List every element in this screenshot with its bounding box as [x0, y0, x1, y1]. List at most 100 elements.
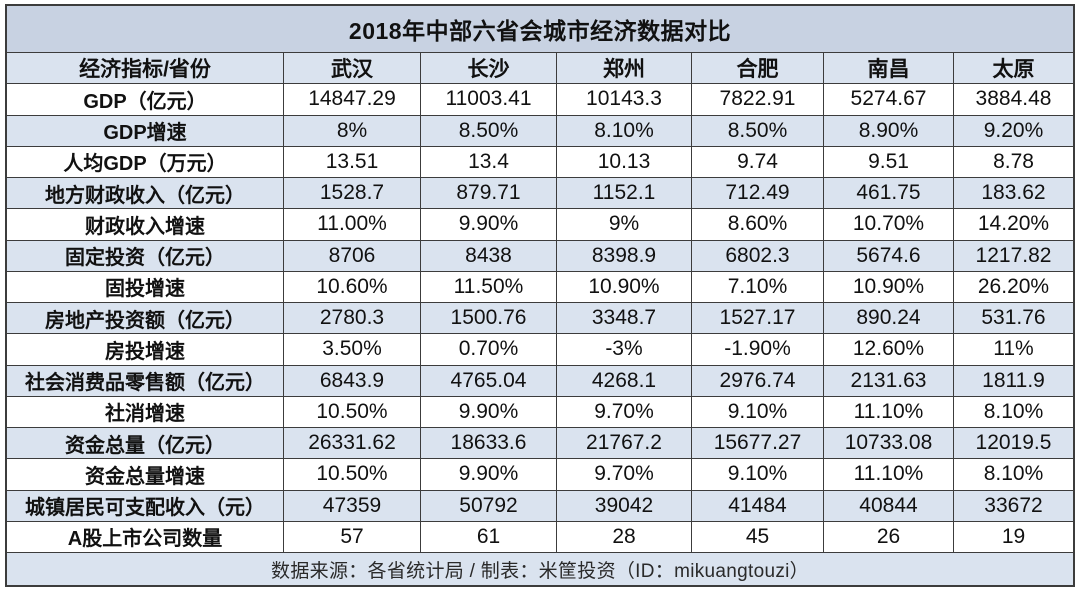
value-cell: 45 [691, 521, 823, 552]
value-cell: 9.70% [556, 396, 691, 427]
value-cell: 8.78 [953, 146, 1073, 177]
value-cell: 9.90% [420, 396, 556, 427]
table-row: 地方财政收入（亿元） 1528.7 879.71 1152.1 712.49 461.75… [7, 177, 1073, 209]
value-cell: 8.50% [691, 115, 823, 146]
value-cell: 26331.62 [283, 428, 420, 459]
value-cell: 13.51 [283, 146, 420, 177]
value-cell: 14.20% [953, 209, 1073, 240]
column-header: 合肥 [691, 53, 823, 84]
value-cell: 879.71 [420, 178, 556, 209]
row-label: GDP（亿元） [83, 90, 207, 113]
value-cell: 8.10% [953, 459, 1073, 490]
value-cell: 3348.7 [556, 303, 691, 334]
value-cell: 10.90% [823, 271, 953, 302]
row-label: 房地产投资额（亿元） [45, 309, 245, 332]
row-label: 社消增速 [105, 403, 185, 426]
value-cell: 9.70% [556, 459, 691, 490]
value-cell: 461.75 [823, 178, 953, 209]
value-cell: 26 [823, 521, 953, 552]
table-row: 固投增速 10.60% 11.50% 10.90% 7.10% 10.90% 26.20% [7, 270, 1073, 302]
value-cell: 8% [283, 115, 420, 146]
value-cell: 183.62 [953, 178, 1073, 209]
header-corner-label: 经济指标/省份 [79, 58, 211, 82]
table-row: 房地产投资额（亿元） 2780.3 1500.76 3348.7 1527.17 890.… [7, 302, 1073, 334]
value-cell: 12.60% [823, 334, 953, 365]
value-cell: 57 [283, 521, 420, 552]
value-cell: 26.20% [953, 271, 1073, 302]
value-cell: 1527.17 [691, 303, 823, 334]
value-cell: 9% [556, 209, 691, 240]
value-cell: 4765.04 [420, 365, 556, 396]
row-label: A股上市公司数量 [67, 528, 223, 551]
column-header: 郑州 [556, 53, 691, 84]
table-row: 房投增速 3.50% 0.70% -3% -1.90% 12.60% 11% [7, 333, 1073, 365]
value-cell: 10.70% [823, 209, 953, 240]
row-label: 社会消费品零售额（亿元） [25, 372, 265, 395]
table-row: 资金总量增速 10.50% 9.90% 9.70% 9.10% 11.10% 8.10% [7, 458, 1073, 490]
value-cell: 8398.9 [556, 240, 691, 271]
value-cell: 11003.41 [420, 84, 556, 115]
value-cell: -1.90% [691, 334, 823, 365]
column-header: 长沙 [420, 53, 556, 84]
value-cell: 40844 [823, 490, 953, 521]
table-row: 城镇居民可支配收入（元） 47359 50792 39042 41484 40844 336… [7, 489, 1073, 521]
row-label: 人均GDP（万元） [63, 153, 227, 176]
value-cell: 9.74 [691, 146, 823, 177]
row-label: 固定投资（亿元） [65, 247, 225, 270]
table-source-note: 数据来源：各省统计局 / 制表：米筐投资（ID：mikuangtouzi） [7, 552, 1073, 585]
value-cell: 61 [420, 521, 556, 552]
table-row: 财政收入增速 11.00% 9.90% 9% 8.60% 10.70% 14.20% [7, 208, 1073, 240]
value-cell: 19 [953, 521, 1073, 552]
value-cell: 10.60% [283, 271, 420, 302]
value-cell: 9.90% [420, 209, 556, 240]
row-label: 财政收入增速 [85, 215, 205, 238]
value-cell: 712.49 [691, 178, 823, 209]
value-cell: 7.10% [691, 271, 823, 302]
table-title: 2018年中部六省会城市经济数据对比 [7, 6, 1073, 52]
row-label: 资金总量增速 [85, 465, 205, 488]
value-cell: 1811.9 [953, 365, 1073, 396]
row-label: 城镇居民可支配收入（元） [25, 497, 265, 520]
value-cell: 2780.3 [283, 303, 420, 334]
value-cell: 6802.3 [691, 240, 823, 271]
value-cell: 11.10% [823, 396, 953, 427]
table-row: 社会消费品零售额（亿元） 6843.9 4765.04 4268.1 2976.74 21… [7, 364, 1073, 396]
value-cell: 13.4 [420, 146, 556, 177]
value-cell: 9.10% [691, 459, 823, 490]
value-cell: 11.00% [283, 209, 420, 240]
value-cell: 21767.2 [556, 428, 691, 459]
value-cell: 9.51 [823, 146, 953, 177]
table-row: A股上市公司数量 57 61 28 45 26 19 [7, 520, 1073, 552]
value-cell: 33672 [953, 490, 1073, 521]
table-row: 资金总量（亿元） 26331.62 18633.6 21767.2 15677.27 10… [7, 427, 1073, 459]
value-cell: 8.50% [420, 115, 556, 146]
table-row: GDP增速 8% 8.50% 8.10% 8.50% 8.90% 9.20% [7, 114, 1073, 146]
value-cell: 10143.3 [556, 84, 691, 115]
value-cell: 18633.6 [420, 428, 556, 459]
value-cell: 10.50% [283, 459, 420, 490]
table-header-row: 经济指标/省份 武汉 长沙 郑州 合肥 南昌 太原 [7, 52, 1073, 84]
value-cell: 9.90% [420, 459, 556, 490]
value-cell: 1500.76 [420, 303, 556, 334]
value-cell: 11% [953, 334, 1073, 365]
row-label: 资金总量（亿元） [65, 434, 225, 457]
value-cell: 8.10% [556, 115, 691, 146]
value-cell: 3.50% [283, 334, 420, 365]
value-cell: 15677.27 [691, 428, 823, 459]
row-label: 固投增速 [105, 278, 185, 301]
value-cell: 5674.6 [823, 240, 953, 271]
value-cell: 9.20% [953, 115, 1073, 146]
value-cell: 2131.63 [823, 365, 953, 396]
value-cell: 0.70% [420, 334, 556, 365]
value-cell: 47359 [283, 490, 420, 521]
value-cell: 28 [556, 521, 691, 552]
value-cell: -3% [556, 334, 691, 365]
table-row: GDP（亿元） 14847.29 11003.41 10143.3 7822.91 527… [7, 83, 1073, 115]
table-row: 人均GDP（万元） 13.51 13.4 10.13 9.74 9.51 8.78 [7, 145, 1073, 177]
value-cell: 50792 [420, 490, 556, 521]
value-cell: 8.90% [823, 115, 953, 146]
column-header: 太原 [953, 53, 1073, 84]
value-cell: 41484 [691, 490, 823, 521]
value-cell: 8438 [420, 240, 556, 271]
value-cell: 8.10% [953, 396, 1073, 427]
